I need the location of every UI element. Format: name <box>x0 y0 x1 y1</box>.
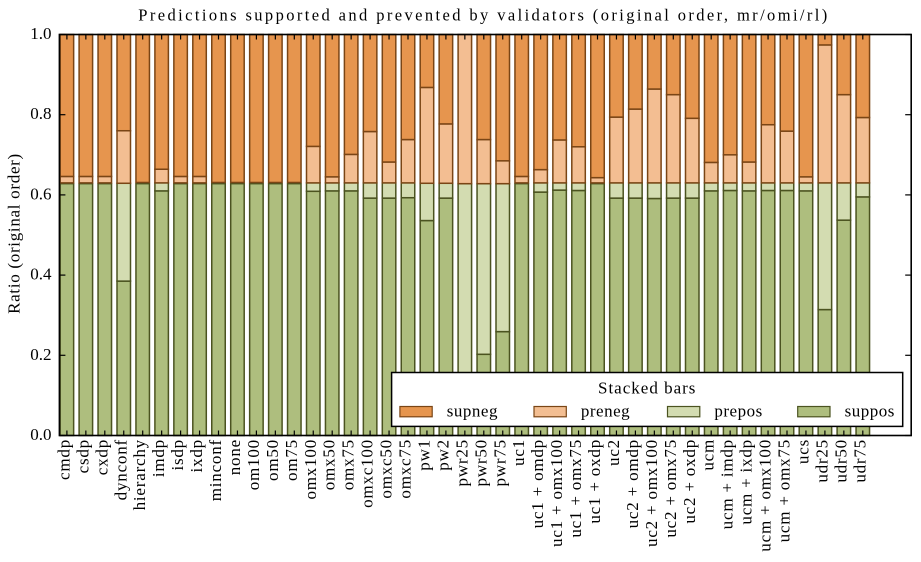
svg-text:cxdp: cxdp <box>92 439 111 475</box>
svg-text:om50: om50 <box>263 439 282 481</box>
svg-text:0.0: 0.0 <box>30 425 51 444</box>
svg-text:suppos: suppos <box>845 402 895 421</box>
svg-text:cmdp: cmdp <box>54 439 73 480</box>
svg-text:omx100: omx100 <box>301 439 320 500</box>
svg-text:ucs: ucs <box>793 439 812 464</box>
svg-text:supneg: supneg <box>447 402 498 421</box>
svg-text:0.8: 0.8 <box>30 104 51 123</box>
svg-text:uc2: uc2 <box>604 439 623 466</box>
svg-text:ixdp: ixdp <box>187 439 206 472</box>
svg-text:uc2 + oxdp: uc2 + oxdp <box>680 439 699 524</box>
svg-text:hierarchy: hierarchy <box>130 439 149 510</box>
svg-text:ucm: ucm <box>699 439 718 471</box>
svg-text:uc1 + oxdp: uc1 + oxdp <box>585 439 604 524</box>
svg-text:omxc50: omxc50 <box>377 439 396 499</box>
svg-text:uc1 + omx100: uc1 + omx100 <box>547 439 566 547</box>
svg-text:omx50: omx50 <box>320 439 339 490</box>
svg-text:ucm + ixdp: ucm + ixdp <box>737 439 756 525</box>
svg-text:none: none <box>225 439 244 475</box>
svg-text:Predictions supported and prev: Predictions supported and prevented by v… <box>138 6 829 25</box>
svg-text:pw1: pw1 <box>414 439 433 471</box>
svg-text:udr25: udr25 <box>812 439 831 483</box>
svg-text:omxc100: omxc100 <box>358 439 377 508</box>
svg-text:Ratio (original order): Ratio (original order) <box>5 153 24 314</box>
svg-text:ucm + omx100: ucm + omx100 <box>756 439 775 552</box>
svg-text:udr75: udr75 <box>850 439 869 483</box>
svg-text:0.2: 0.2 <box>30 345 51 364</box>
svg-text:1.0: 1.0 <box>30 24 51 43</box>
svg-text:dynconf: dynconf <box>111 439 130 500</box>
svg-text:om75: om75 <box>282 439 301 481</box>
svg-text:uc1: uc1 <box>509 439 528 466</box>
svg-text:0.4: 0.4 <box>30 265 52 284</box>
svg-text:0.6: 0.6 <box>30 184 51 203</box>
svg-text:omxc75: omxc75 <box>396 439 415 499</box>
svg-text:preneg: preneg <box>581 402 630 421</box>
svg-text:uc1 + omx75: uc1 + omx75 <box>566 439 585 538</box>
svg-text:pwr50: pwr50 <box>471 439 490 486</box>
svg-text:pwr25: pwr25 <box>452 439 471 486</box>
svg-text:uc2 + omdp: uc2 + omdp <box>623 439 642 528</box>
svg-text:ucm + imdp: ucm + imdp <box>718 439 737 529</box>
svg-text:udr50: udr50 <box>831 439 850 483</box>
svg-text:imdp: imdp <box>149 439 168 477</box>
svg-text:uc1 + omdp: uc1 + omdp <box>528 439 547 528</box>
svg-text:uc2 + omx100: uc2 + omx100 <box>642 439 661 547</box>
svg-text:Stacked bars: Stacked bars <box>598 378 696 397</box>
svg-text:minconf: minconf <box>206 439 225 501</box>
svg-text:prepos: prepos <box>714 402 762 421</box>
svg-text:pwr75: pwr75 <box>490 439 509 486</box>
svg-text:isdp: isdp <box>168 439 187 471</box>
svg-text:pw2: pw2 <box>433 439 452 471</box>
svg-text:uc2 + omx75: uc2 + omx75 <box>661 439 680 538</box>
svg-text:omx75: omx75 <box>339 439 358 490</box>
svg-text:ucm + omx75: ucm + omx75 <box>775 439 794 542</box>
svg-text:csdp: csdp <box>73 439 92 473</box>
svg-text:om100: om100 <box>244 439 263 490</box>
